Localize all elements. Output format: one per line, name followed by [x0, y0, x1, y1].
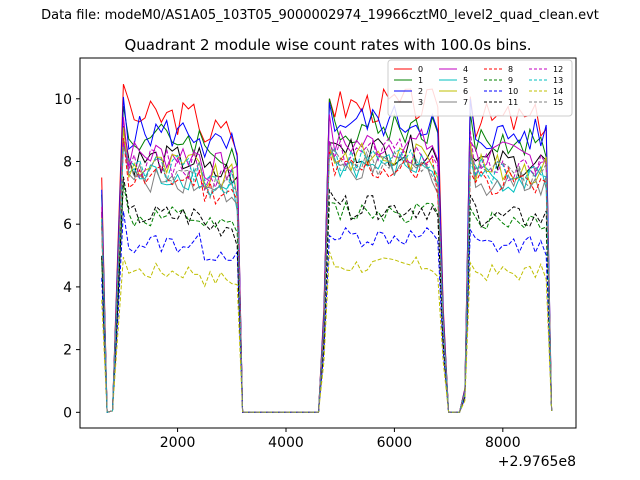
y-tick-label: 6 [63, 217, 72, 233]
series-layer [101, 83, 553, 413]
legend-box [387, 59, 573, 117]
y-tick-label: 0 [63, 405, 72, 421]
axis-layer: 2000 4000 6000 8000 0 2 4 6 8 10 [54, 92, 520, 451]
series-line-10 [101, 211, 553, 413]
legend-label-9: 9 [508, 76, 513, 85]
x-tick-label: 6000 [377, 435, 413, 451]
series-line-11 [101, 176, 553, 413]
legend-label-10: 10 [508, 87, 518, 96]
y-tick-label: 2 [63, 343, 72, 359]
x-tick-label: 8000 [485, 435, 521, 451]
legend-label-15: 15 [553, 98, 563, 107]
series-line-13 [101, 146, 553, 413]
figure-suptitle: Data file: modeM0/AS1A05_103T05_90000029… [41, 8, 599, 23]
x-offset-label: +2.9765e8 [498, 454, 576, 470]
legend-label-12: 12 [553, 65, 563, 74]
series-line-15 [101, 146, 553, 413]
y-tick-label: 4 [63, 280, 72, 296]
chart-title: Quadrant 2 module wise count rates with … [124, 36, 531, 54]
y-tick-label: 8 [63, 154, 72, 170]
legend-label-2: 2 [418, 87, 423, 96]
y-tick-label: 10 [54, 92, 72, 108]
legend-label-11: 11 [508, 98, 518, 107]
legend-label-14: 14 [553, 87, 563, 96]
legend-label-3: 3 [418, 98, 423, 107]
legend-label-6: 6 [463, 87, 468, 96]
legend-label-0: 0 [418, 65, 423, 74]
series-line-14 [101, 251, 553, 413]
legend-label-4: 4 [463, 65, 468, 74]
legend-label-5: 5 [463, 76, 468, 85]
legend-label-7: 7 [463, 98, 468, 107]
plot-frame [79, 57, 577, 429]
series-line-9 [101, 183, 553, 413]
legend-label-13: 13 [553, 76, 563, 85]
legend-label-1: 1 [418, 76, 423, 85]
x-tick-label: 4000 [268, 435, 304, 451]
x-tick-label: 2000 [160, 435, 196, 451]
legend-label-8: 8 [508, 65, 513, 74]
